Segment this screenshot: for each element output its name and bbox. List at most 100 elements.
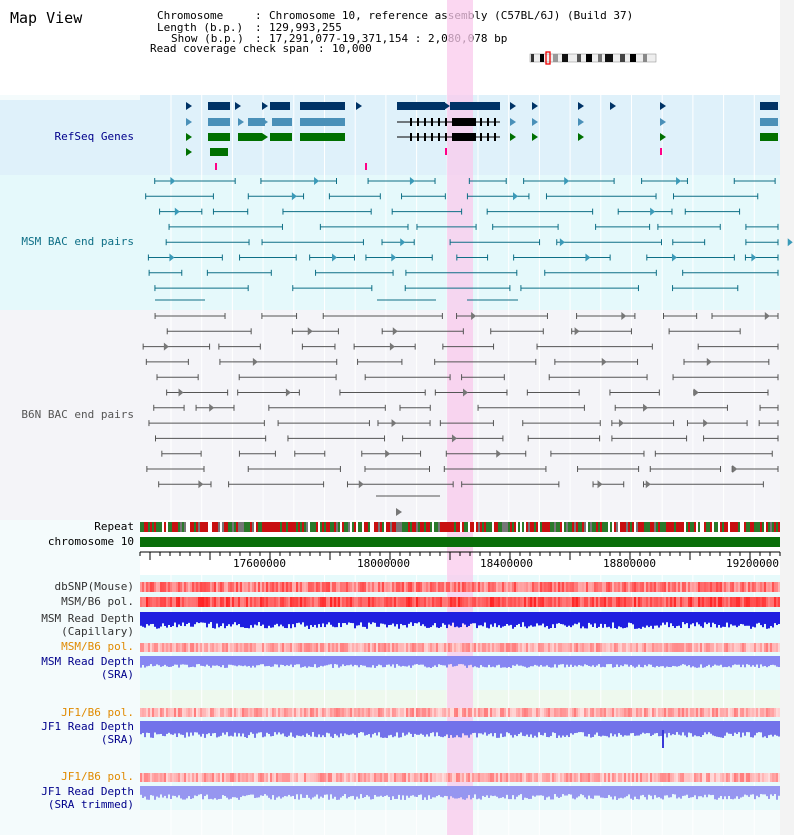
b6n-bac-label[interactable]: B6N BAC end pairs xyxy=(21,408,134,421)
repeat-feature xyxy=(548,522,550,532)
msm-b6-pol-sra-heat-cell xyxy=(682,643,684,652)
msm-b6-pol-heat-cell xyxy=(742,597,744,607)
msm-read-depth-bar xyxy=(758,612,760,623)
dbsnp-heat-cell xyxy=(424,582,426,592)
msm-sra-depth-bar xyxy=(596,656,598,666)
msm-b6-pol-heat-cell xyxy=(304,597,306,607)
jf1-b6-pol-2-heat-cell xyxy=(692,773,694,782)
msm-sra-depth-bar xyxy=(200,656,202,666)
msm-read-depth-bar xyxy=(414,612,416,624)
msm-sra-depth-bar xyxy=(768,656,770,667)
repeat-feature xyxy=(144,522,146,532)
repeat-feature xyxy=(664,522,666,532)
jf1-b6-pol-heat-cell xyxy=(162,708,164,717)
msm-sra-depth-bar xyxy=(668,656,670,667)
dbsnp-heat-cell xyxy=(452,582,454,592)
jf1-b6-pol-heat-cell xyxy=(420,708,422,717)
gene-arrow-icon xyxy=(532,133,538,141)
repeat-feature xyxy=(426,522,428,532)
repeat-feature xyxy=(770,522,772,532)
msm-b6-pol-heat-cell xyxy=(646,597,648,607)
msm-b6-pol-heat-cell xyxy=(740,597,742,607)
repeat-feature xyxy=(720,522,722,532)
jf1-b6-pol-heat-cell xyxy=(528,708,530,717)
msm-b6-pol-sra-heat-cell xyxy=(624,643,626,652)
jf1-trim-depth-bar xyxy=(340,786,342,798)
msm-b6-pol-heat-cell xyxy=(508,597,510,607)
msm-b6-pol-sra-heat-cell xyxy=(200,643,202,652)
msm-read-depth-bar xyxy=(464,612,466,625)
jf1-trim-depth-bar xyxy=(486,786,488,796)
dbsnp-heat-cell xyxy=(364,582,366,592)
repeat-feature xyxy=(168,522,170,532)
gene-marker xyxy=(660,148,662,155)
jf1-trim-depth-bar xyxy=(302,786,304,798)
jf1-b6-pol-heat-cell xyxy=(680,708,682,717)
msm-read-depth-bar xyxy=(374,612,376,623)
msm-b6-pol-sra-heat-cell xyxy=(764,643,766,652)
jf1-trim-depth-bar xyxy=(634,786,636,797)
jf1-b6-pol-heat-cell xyxy=(460,708,462,717)
msm-b6-pol-heat-cell xyxy=(472,597,474,607)
dbsnp-heat-cell xyxy=(678,582,680,592)
msm-read-depth-bar xyxy=(310,612,312,626)
msm-read-depth-bar xyxy=(662,612,664,623)
jf1-trim-depth-bar xyxy=(736,786,738,797)
msm-b6-pol-sra-heat-cell xyxy=(738,643,740,652)
msm-read-depth-bar xyxy=(532,612,534,627)
msm-sra-depth-bar xyxy=(268,656,270,666)
msm-b6-pol-heat-cell xyxy=(480,597,482,607)
msm-read-depth-bar xyxy=(544,612,546,628)
jf1-b6-pol-2-heat-cell xyxy=(536,773,538,782)
jf1-b6-pol-2-heat-cell xyxy=(558,773,560,782)
repeat-feature xyxy=(194,522,196,532)
msm-sra-depth-bar xyxy=(688,656,690,666)
msm-b6-pol-sra-heat-cell xyxy=(210,643,212,652)
jf1-trim-depth-bar xyxy=(256,786,258,798)
msm-b6-pol-sra-heat-cell xyxy=(734,643,736,652)
msm-sra-depth-bar xyxy=(496,656,498,666)
jf1-trim-depth-bar xyxy=(202,786,204,800)
bac-arrow-icon xyxy=(645,480,651,489)
msm-bac-label[interactable]: MSM BAC end pairs xyxy=(21,235,134,248)
dbsnp-heat-cell xyxy=(176,582,178,592)
msm-read-depth-bar xyxy=(172,612,174,626)
jf1-b6-pol-2-heat-cell xyxy=(198,773,200,782)
msm-sra-depth-bar xyxy=(318,656,320,668)
jf1-b6-pol-2-heat-cell xyxy=(664,773,666,782)
jf1-read-depth-bar xyxy=(562,721,564,736)
msm-b6-pol-heat-cell xyxy=(210,597,212,607)
msm-sra-depth-bar xyxy=(228,656,230,665)
msm-read-depth-bar xyxy=(478,612,480,626)
msm-b6-pol-heat-cell xyxy=(276,597,278,607)
repeat-feature xyxy=(278,522,280,532)
jf1-b6-pol-heat-cell xyxy=(444,708,446,717)
msm-sra-depth-bar xyxy=(292,656,294,668)
msm-read-depth-bar xyxy=(654,612,656,626)
msm-sra-depth-bar xyxy=(264,656,266,667)
msm-sra-depth-bar xyxy=(322,656,324,667)
msm-read-depth-bar xyxy=(586,612,588,629)
msm-read-depth-bar xyxy=(188,612,190,623)
msm-sra-depth-bar xyxy=(582,656,584,667)
jf1-b6-pol-heat-cell xyxy=(146,708,148,717)
dbsnp-heat-cell xyxy=(468,582,470,592)
jf1-b6-pol-heat-cell xyxy=(778,708,780,717)
msm-b6-pol-heat-cell xyxy=(290,597,292,607)
msm-read-depth-bar xyxy=(396,612,398,625)
jf1-read-depth-bar xyxy=(582,721,584,733)
msm-b6-pol-heat-cell xyxy=(222,597,224,607)
msm-b6-pol-heat-cell xyxy=(386,597,388,607)
msm-b6-pol-sra-heat-cell xyxy=(322,643,324,652)
refseq-genes-label[interactable]: RefSeq Genes xyxy=(54,130,134,143)
dbsnp-heat-cell xyxy=(520,582,522,592)
msm-read-depth-bar xyxy=(638,612,640,629)
msm-b6-pol-sra-heat-cell xyxy=(702,643,704,652)
msm-read-depth-bar xyxy=(340,612,342,628)
msm-read-depth-bar xyxy=(508,612,510,626)
msm-b6-pol-sra-heat-cell xyxy=(258,643,260,652)
jf1-b6-pol-heat-cell xyxy=(576,708,578,717)
jf1-trim-depth-bar xyxy=(244,786,246,797)
msm-sra-depth-bar xyxy=(706,656,708,667)
